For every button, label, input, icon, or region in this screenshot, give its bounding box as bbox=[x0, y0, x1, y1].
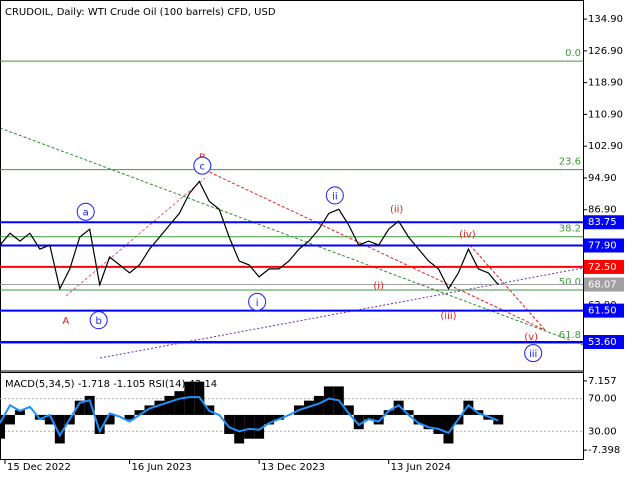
x-tick-label: 15 Dec 2022 bbox=[7, 462, 71, 473]
y2-tick-label: -7.398 bbox=[588, 445, 620, 456]
y-tick-label: 94.90 bbox=[588, 173, 617, 184]
price-level-box bbox=[584, 277, 624, 292]
price-level-box bbox=[584, 259, 624, 274]
macd-bar bbox=[413, 414, 424, 425]
wave-circle bbox=[193, 156, 212, 175]
y-tick-label: 30.00 bbox=[588, 426, 617, 437]
macd-bar bbox=[124, 414, 135, 420]
macd-bar bbox=[154, 400, 165, 415]
macd-bar bbox=[104, 414, 115, 425]
fib-label: 38.2 bbox=[559, 224, 581, 235]
fib-label: 61.8 bbox=[559, 330, 581, 341]
macd-bar bbox=[74, 400, 85, 415]
wave-circle bbox=[524, 344, 543, 363]
fib-label: 23.6 bbox=[559, 157, 581, 168]
wave-label: (iii) bbox=[440, 311, 456, 322]
wave-circle bbox=[76, 202, 95, 221]
chart-title: CRUDOIL, Daily: WTI Crude Oil (100 barre… bbox=[5, 7, 276, 18]
wave-label: i bbox=[256, 298, 259, 309]
macd-bar bbox=[84, 395, 95, 415]
price-level-label: 61.50 bbox=[588, 306, 617, 317]
price-level-label: 53.60 bbox=[588, 337, 617, 348]
macd-bar bbox=[174, 391, 185, 415]
macd-bar bbox=[54, 414, 65, 444]
macd-bar bbox=[383, 410, 394, 415]
macd-bar bbox=[463, 400, 474, 415]
wave-label: a bbox=[83, 208, 89, 219]
macd-bar bbox=[94, 414, 105, 434]
macd-bar bbox=[244, 414, 255, 439]
wave-label: (i) bbox=[373, 281, 384, 292]
rsi-line bbox=[0, 396, 499, 438]
price-level-box bbox=[584, 215, 624, 230]
fib-label: 0.0 bbox=[565, 48, 581, 59]
macd-bar bbox=[443, 414, 454, 444]
price-level-label: 77.90 bbox=[588, 240, 617, 251]
plot-frame bbox=[0, 0, 584, 460]
price-level-label: 68.07 bbox=[588, 280, 617, 291]
price-level-box bbox=[584, 303, 624, 318]
x-tick-label: 13 Dec 2023 bbox=[261, 462, 325, 473]
y-tick-label: 102.90 bbox=[588, 141, 623, 152]
price-level-label: 72.50 bbox=[588, 262, 617, 273]
wave-label: ii bbox=[332, 191, 338, 202]
wave-circle bbox=[248, 292, 267, 311]
wave-circle bbox=[325, 186, 344, 205]
macd-bar bbox=[144, 405, 155, 415]
macd-bar bbox=[4, 414, 15, 425]
fib-label: 50.0 bbox=[559, 277, 581, 288]
y-tick-label: 110.90 bbox=[588, 109, 623, 120]
macd-bar bbox=[274, 414, 285, 420]
macd-bar bbox=[0, 414, 5, 439]
wave-label: (v) bbox=[524, 332, 538, 343]
wave-circle bbox=[89, 311, 108, 330]
wave-label: (iv) bbox=[459, 230, 476, 241]
macd-bar bbox=[134, 410, 145, 415]
macd-bar bbox=[393, 400, 404, 415]
macd-bar bbox=[184, 381, 195, 415]
macd-bar bbox=[433, 414, 444, 434]
y-tick-label: 126.90 bbox=[588, 46, 623, 57]
macd-bar bbox=[403, 410, 414, 415]
macd-bar bbox=[164, 395, 175, 415]
macd-bar bbox=[323, 386, 334, 415]
y-tick-label: 70.00 bbox=[588, 394, 617, 405]
y2-tick-label: 7.157 bbox=[588, 376, 617, 387]
wave-label: c bbox=[200, 162, 206, 173]
x-tick-label: 16 Jun 2023 bbox=[132, 462, 192, 473]
y-tick-label: 134.90 bbox=[588, 14, 623, 25]
trendline bbox=[204, 169, 546, 331]
wave-label: (ii) bbox=[390, 205, 403, 216]
macd-bar bbox=[44, 414, 55, 425]
indicator-title: MACD(5,34,5) -1.718 -1.105 RSI(14) 43.14 bbox=[5, 379, 217, 390]
wave-label: A bbox=[62, 316, 69, 327]
y-tick-label: 86.90 bbox=[588, 205, 617, 216]
macd-bar bbox=[34, 414, 45, 420]
trendline bbox=[469, 244, 546, 331]
macd-bar bbox=[254, 414, 265, 439]
macd-bar bbox=[224, 414, 235, 434]
x-tick-label: 13 Jun 2024 bbox=[391, 462, 451, 473]
macd-bar bbox=[363, 414, 374, 420]
macd-bar bbox=[313, 395, 324, 415]
price-level-label: 83.75 bbox=[588, 217, 617, 228]
macd-bar bbox=[353, 414, 364, 430]
macd-bar bbox=[373, 414, 384, 425]
y-tick-label: 118.90 bbox=[588, 78, 623, 89]
macd-bar bbox=[264, 414, 275, 425]
price-level-box bbox=[584, 238, 624, 253]
macd-bar bbox=[343, 405, 354, 415]
macd-bar bbox=[14, 410, 25, 415]
price-line bbox=[0, 180, 499, 291]
price-level-box bbox=[584, 335, 624, 350]
macd-bar bbox=[234, 414, 245, 444]
wave-label: iii bbox=[529, 349, 537, 360]
macd-bar bbox=[423, 414, 434, 430]
wave-label: b bbox=[95, 316, 101, 327]
